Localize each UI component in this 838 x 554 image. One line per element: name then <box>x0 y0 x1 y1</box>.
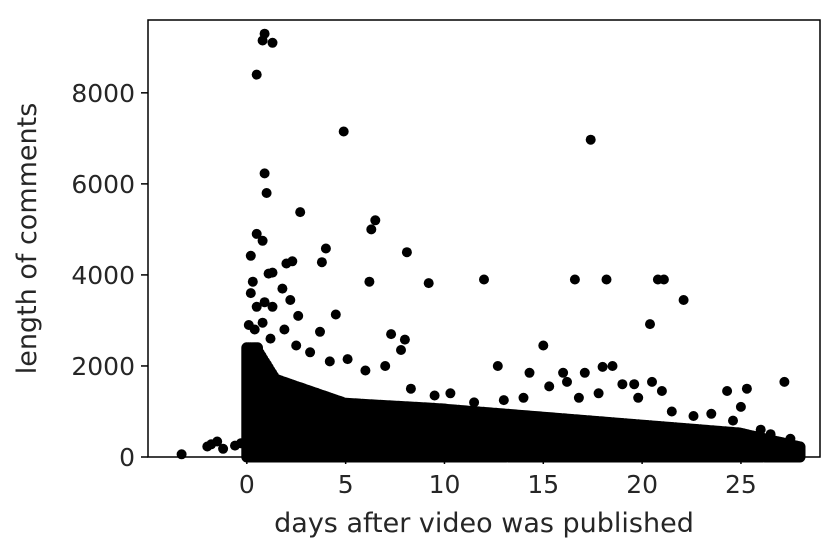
scatter-point <box>258 236 268 246</box>
scatter-point <box>268 38 278 48</box>
x-tick-label: 25 <box>725 470 757 499</box>
scatter-point <box>728 416 738 426</box>
scatter-point <box>360 366 370 376</box>
scatter-point <box>396 345 406 355</box>
scatter-point <box>722 386 732 396</box>
scatter-point <box>287 256 297 266</box>
scatter-point <box>679 295 689 305</box>
x-axis-ticks: 0 5 10 15 20 25 <box>239 457 757 499</box>
scatter-point <box>262 188 272 198</box>
scatter-point <box>295 207 305 217</box>
scatter-point <box>756 425 766 435</box>
scatter-point <box>795 443 805 453</box>
scatter-point <box>380 361 390 371</box>
scatter-point <box>250 325 260 335</box>
scatter-point <box>400 335 410 345</box>
scatter-point <box>252 70 262 80</box>
scatter-point <box>291 341 301 351</box>
scatter-point <box>339 127 349 137</box>
y-tick-label: 0 <box>119 443 135 472</box>
scatter-point <box>343 354 353 364</box>
x-tick-label: 15 <box>527 470 559 499</box>
scatter-point <box>317 257 327 267</box>
y-tick-label: 6000 <box>71 170 135 199</box>
scatter-point <box>248 277 258 287</box>
scatter-point <box>544 381 554 391</box>
scatter-point <box>285 295 295 305</box>
scatter-point <box>479 275 489 285</box>
scatter-point <box>258 36 268 46</box>
scatter-point <box>260 168 270 178</box>
scatter-point <box>598 362 608 372</box>
scatter-point <box>366 224 376 234</box>
scatter-point <box>268 302 278 312</box>
scatter-point <box>657 386 667 396</box>
scatter-point <box>647 377 657 387</box>
y-axis-label: length of comments <box>12 103 43 375</box>
scatter-point <box>315 327 325 337</box>
y-tick-label: 8000 <box>71 79 135 108</box>
y-tick-label: 4000 <box>71 261 135 290</box>
scatter-point <box>629 379 639 389</box>
scatter-point <box>268 268 278 278</box>
scatter-point <box>659 275 669 285</box>
scatter-point <box>266 334 276 344</box>
scatter-point <box>236 438 246 448</box>
scatter-point <box>305 347 315 357</box>
scatter-point <box>706 409 716 419</box>
scatter-point <box>689 411 699 421</box>
scatter-point <box>562 377 572 387</box>
scatter-point <box>277 284 287 294</box>
scatter-point <box>558 368 568 378</box>
scatter-point <box>574 393 584 403</box>
x-tick-label: 0 <box>239 470 255 499</box>
scatter-point <box>594 388 604 398</box>
scatter-point <box>519 393 529 403</box>
scatter-point <box>246 288 256 298</box>
scatter-point <box>325 356 335 366</box>
scatter-point <box>469 397 479 407</box>
scatter-point <box>321 244 331 254</box>
scatter-point <box>402 247 412 257</box>
scatter-point <box>742 384 752 394</box>
scatter-point <box>645 319 655 329</box>
scatter-point <box>667 407 677 417</box>
scatter-point <box>258 318 268 328</box>
scatter-point <box>570 275 580 285</box>
scatter-point <box>617 379 627 389</box>
y-tick-label: 2000 <box>71 352 135 381</box>
scatter-point <box>246 251 256 261</box>
scatter-point <box>586 135 596 145</box>
scatter-point <box>580 368 590 378</box>
scatter-point <box>424 278 434 288</box>
scatter-point <box>279 325 289 335</box>
scatter-point <box>331 310 341 320</box>
scatter-point <box>525 368 535 378</box>
scatter-point <box>602 275 612 285</box>
scatter-point <box>406 384 416 394</box>
x-tick-label: 5 <box>338 470 354 499</box>
x-tick-label: 10 <box>429 470 461 499</box>
x-axis-label: days after video was published <box>274 508 694 539</box>
scatter-point <box>218 444 228 454</box>
x-tick-label: 20 <box>626 470 658 499</box>
scatter-point <box>779 377 789 387</box>
scatter-point <box>736 402 746 412</box>
scatter-point <box>430 391 440 401</box>
scatter-point <box>370 215 380 225</box>
scatter-point <box>608 361 618 371</box>
scatter-point <box>633 393 643 403</box>
y-axis-ticks: 0 2000 4000 6000 8000 <box>71 79 148 472</box>
scatter-point <box>386 329 396 339</box>
scatter-point <box>177 449 187 459</box>
scatter-point <box>493 361 503 371</box>
scatter-point <box>499 395 509 405</box>
scatter-point <box>538 341 548 351</box>
scatter-point <box>445 388 455 398</box>
scatter-point <box>766 429 776 439</box>
scatter-point <box>293 311 303 321</box>
scatter-point <box>364 277 374 287</box>
